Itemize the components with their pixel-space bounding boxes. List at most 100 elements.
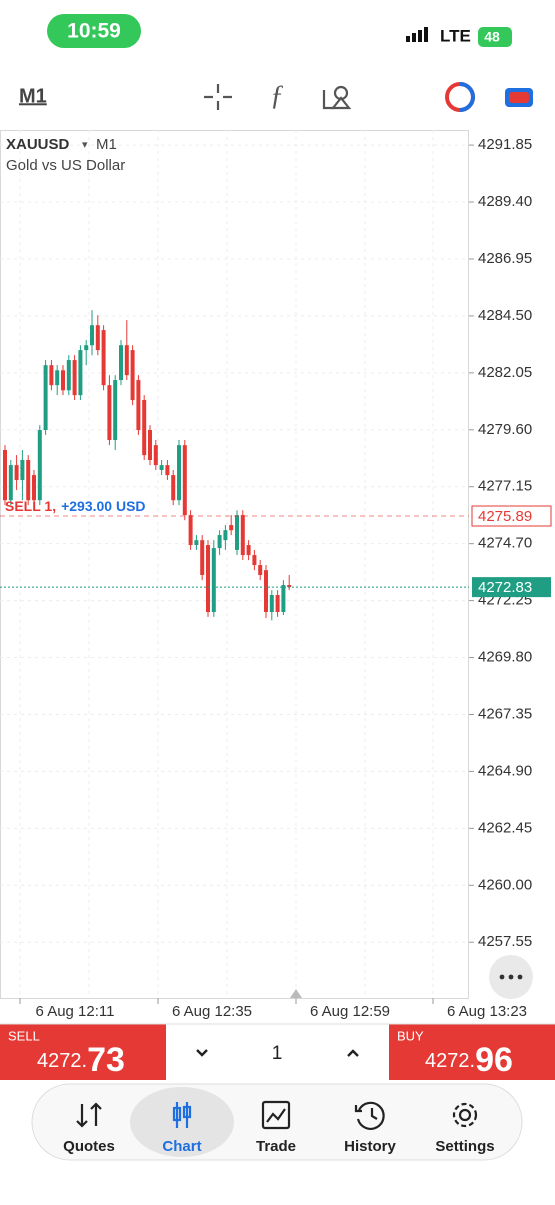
candle-body <box>206 545 210 612</box>
sell-label: SELL <box>8 1028 40 1043</box>
y-tick-label: 4284.50 <box>478 307 532 324</box>
y-tick-label: 4269.80 <box>478 649 532 666</box>
y-tick-label: 4286.95 <box>478 250 532 267</box>
volume-down[interactable] <box>196 1049 208 1057</box>
trade-icon <box>261 1100 291 1130</box>
x-tick-label: 6 Aug 12:11 <box>36 1003 115 1020</box>
objects-icon[interactable] <box>322 85 352 110</box>
crosshair-icon[interactable] <box>204 84 232 110</box>
candle-body <box>20 460 25 480</box>
buy-price-main: 4272. <box>425 1050 475 1072</box>
candle-body <box>165 465 170 476</box>
buy-button[interactable] <box>389 1024 555 1080</box>
scroll-marker[interactable] <box>290 989 302 998</box>
symbol-description: Gold vs US Dollar <box>6 157 125 174</box>
candle-body <box>113 380 118 441</box>
candle-body <box>101 330 106 386</box>
candle-body <box>287 585 292 588</box>
candle-body <box>95 325 100 351</box>
candle-body <box>142 400 147 456</box>
position-price-box <box>471 505 552 527</box>
chart-icon <box>172 1102 192 1128</box>
nav-labels: Quotes Chart Trade History Settings <box>63 1138 494 1155</box>
y-tick-label: 4279.60 <box>478 421 532 438</box>
nav-label[interactable]: Chart <box>162 1138 201 1155</box>
nav-label[interactable]: Settings <box>435 1138 494 1155</box>
chart-frame <box>0 130 469 999</box>
trade-toggle-icon[interactable] <box>505 88 533 107</box>
candle-body <box>188 515 193 546</box>
candle-body <box>159 465 164 470</box>
candle-body <box>240 515 245 556</box>
candle-body <box>211 548 216 612</box>
signal-icon <box>406 27 428 42</box>
candle-body <box>177 445 181 501</box>
candle-body <box>258 565 263 576</box>
y-tick-label: 4267.35 <box>478 705 532 722</box>
buy-label: BUY <box>397 1028 424 1043</box>
candle-body <box>223 530 228 541</box>
plot: SELL 1, +293.00 USD <box>0 310 469 621</box>
y-tick-label: 4257.55 <box>478 933 532 950</box>
y-tick-label: 4277.15 <box>478 478 532 495</box>
candle-body <box>264 570 268 612</box>
indicators-icon[interactable]: ƒ <box>270 80 284 111</box>
history-icon <box>354 1101 385 1130</box>
candle-body <box>148 430 152 461</box>
candle-body <box>55 370 60 386</box>
sell-price-big: 73 <box>87 1041 125 1079</box>
candle-body <box>26 460 31 501</box>
volume-up[interactable] <box>347 1049 359 1057</box>
nav-label[interactable]: Trade <box>256 1138 296 1155</box>
candle-body <box>119 345 123 381</box>
position-side: SELL 1, <box>5 498 56 514</box>
y-tick-label: 4282.05 <box>478 364 532 381</box>
candle-body <box>14 465 19 480</box>
y-tick-label: 4260.00 <box>478 876 532 893</box>
sell-button[interactable] <box>0 1024 166 1080</box>
candle-body <box>130 350 135 401</box>
y-tick-label: 4264.90 <box>478 762 532 779</box>
candle-body <box>32 475 36 501</box>
symbol-arrow: ▾ <box>82 139 88 151</box>
nav-label[interactable]: History <box>344 1138 396 1155</box>
candle-body <box>269 595 274 612</box>
y-tick-label: 4291.85 <box>478 136 532 153</box>
price-box <box>472 577 551 598</box>
status-time: 10:59 <box>67 20 121 43</box>
sell-price: 4272.73 <box>37 1041 125 1079</box>
nav-label[interactable]: Quotes <box>63 1138 115 1155</box>
buy-price: 4272.96 <box>425 1041 513 1079</box>
candle-body <box>3 450 7 501</box>
x-tick-label: 6 Aug 13:23 <box>447 1003 527 1020</box>
candle-body <box>37 430 42 501</box>
account-icon[interactable] <box>445 82 475 112</box>
volume[interactable]: 1 <box>272 1043 283 1064</box>
battery-level: 48 <box>484 29 500 45</box>
candle-body <box>246 545 251 556</box>
candle-body <box>281 585 286 612</box>
candle-body <box>252 555 257 566</box>
quotes-icon <box>76 1102 102 1128</box>
candle-body <box>49 365 54 386</box>
candle-body <box>194 540 199 546</box>
candle-body <box>200 540 205 576</box>
candle-body <box>66 360 71 391</box>
candle-body <box>182 445 187 516</box>
candle-body <box>90 325 94 346</box>
buy-price-big: 96 <box>475 1041 513 1079</box>
candle-body <box>217 535 222 549</box>
y-tick-label: 4289.40 <box>478 193 532 210</box>
candle-body <box>84 345 89 351</box>
position-price: 4275.89 <box>478 508 532 525</box>
sell-price-main: 4272. <box>37 1050 87 1072</box>
price-label: 4272.83 <box>478 579 532 596</box>
settings-icon <box>452 1102 478 1128</box>
x-tick-label: 6 Aug 12:35 <box>172 1003 252 1020</box>
candle-body <box>78 350 83 396</box>
candle-body <box>136 380 141 431</box>
timeframe-button[interactable]: M1 <box>19 85 47 107</box>
candle-body <box>229 525 234 531</box>
